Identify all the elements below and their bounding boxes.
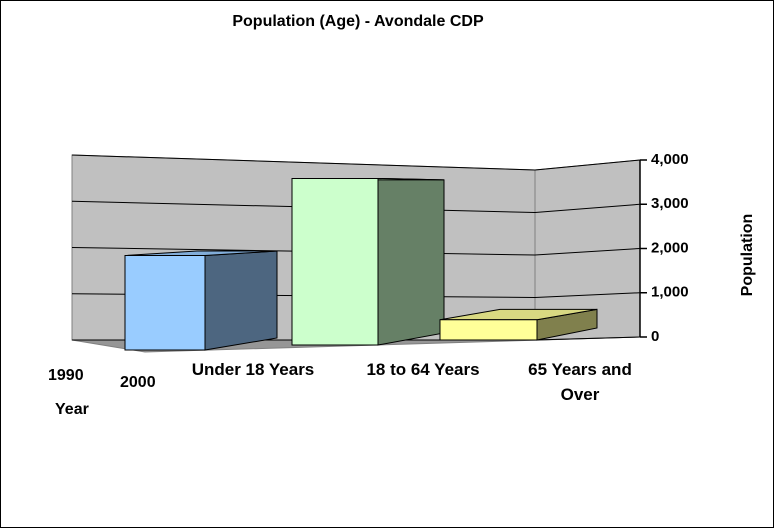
depth-tick-label: 1990 (48, 367, 84, 384)
depth-axis-label: Year (55, 401, 89, 418)
grid-line (71, 154, 641, 171)
x-tick-label: Under 18 Years (191, 360, 315, 379)
bar (439, 319, 538, 341)
grid-line (71, 200, 641, 214)
y-tick-label: 1,000 (651, 284, 689, 301)
y-tick-label: 2,000 (651, 239, 689, 256)
y-tick-label: 4,000 (651, 151, 689, 168)
y-tick-label: 0 (651, 328, 659, 345)
x-tick-label: 18 to 64 Years (366, 360, 480, 379)
y-axis-label: Population (739, 214, 756, 297)
grid-line (71, 247, 641, 256)
x-tick-label: 65 Years and Over (528, 360, 632, 404)
bar-side (204, 250, 278, 351)
bar-side (377, 177, 445, 346)
bar (124, 255, 206, 351)
bar (291, 178, 379, 346)
depth-tick-label: 2000 (120, 374, 156, 391)
chart-title: Population (Age) - Avondale CDP (232, 13, 484, 30)
y-tick-label: 3,000 (651, 195, 689, 212)
